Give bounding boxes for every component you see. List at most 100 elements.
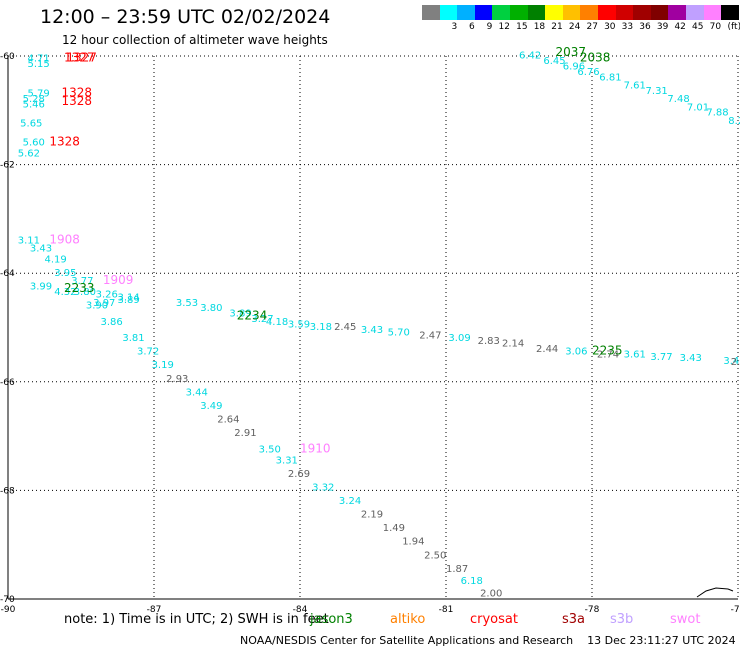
pass-time-label: 2233 — [64, 281, 95, 295]
pass-time-label: 2038 — [580, 50, 611, 64]
wave-height-value: 3.53 — [176, 298, 198, 309]
x-tick-label: -90 — [1, 605, 16, 615]
legend-swatch — [422, 5, 440, 20]
wave-height-value: 3.49 — [200, 401, 222, 412]
y-tick-label: -64 — [0, 269, 15, 279]
satellite-jason3: jason3 — [310, 612, 353, 627]
wave-height-value: 4.19 — [45, 254, 67, 265]
pass-time-label: 1328 — [62, 86, 93, 100]
wave-height-value: 2.50 — [424, 550, 446, 561]
wave-height-value: 7.48 — [667, 94, 689, 105]
wave-height-value: 1.49 — [383, 523, 405, 534]
legend-label: 12 — [498, 22, 510, 32]
legend-label: 9 — [486, 22, 493, 32]
wave-height-value: 6.81 — [599, 72, 621, 83]
legend-label: 33 — [621, 22, 634, 32]
wave-height-value: 8.25 — [728, 116, 740, 127]
pass-time-label: 2037 — [556, 45, 587, 59]
wave-height-value: 6.45 — [543, 56, 565, 67]
satellite-cryosat: cryosat — [470, 612, 518, 627]
pass-time-label: 2234 — [237, 308, 268, 322]
wave-height-value: 3.80 — [200, 303, 222, 314]
wave-height-value: 5.46 — [23, 100, 45, 111]
pass-time-label: 1910 — [300, 441, 331, 455]
wave-height-value: 2.47 — [419, 330, 441, 341]
data-points: 4.715.155.795.285.465.655.605.623.113.43… — [18, 51, 740, 600]
wave-height-value: 5.79 — [27, 89, 49, 100]
chart-title: 12:00 – 23:59 UTC 02/02/2024 — [40, 6, 331, 28]
x-tick-label: -84 — [293, 605, 308, 615]
wave-height-value: 6.18 — [461, 576, 483, 587]
wave-height-value: 3.81 — [122, 333, 144, 344]
wave-height-value: 3.86 — [100, 317, 122, 328]
legend-label: 42 — [674, 22, 686, 32]
wave-height-value: 2.83 — [478, 336, 500, 347]
legend-swatch — [439, 5, 458, 20]
wave-height-value: 2.93 — [166, 374, 188, 385]
wave-height-value: 7.01 — [687, 102, 709, 113]
legend-swatch — [685, 5, 704, 20]
legend-swatch — [580, 5, 598, 20]
wave-height-value: 3.59 — [288, 320, 310, 331]
wave-height-value: 2.64 — [217, 415, 239, 426]
pass-time-label: 1327 — [64, 50, 95, 64]
color-legend-bar — [422, 5, 739, 20]
legend-swatch — [703, 5, 722, 20]
wave-height-value: 5.70 — [388, 328, 410, 339]
wave-height-value: 3.77 — [71, 276, 93, 287]
wave-height-value: 3.99 — [30, 281, 52, 292]
wave-height-value: 3.72 — [137, 347, 159, 358]
wave-height-value: 3.09 — [448, 333, 470, 344]
legend-label: 24 — [568, 22, 581, 32]
wave-height-value: 1.94 — [402, 537, 424, 548]
wave-height-value: 2.74 — [597, 349, 619, 360]
wave-height-value: 5.15 — [27, 59, 49, 70]
legend-label: 45 — [692, 22, 704, 32]
wave-height-value: 3.50 — [259, 444, 281, 455]
legend-swatch — [721, 5, 739, 20]
wave-height-value: 3.89 — [118, 295, 140, 306]
wave-height-value: 3.61 — [624, 349, 646, 360]
wave-height-value: 3.77 — [650, 352, 672, 363]
wave-height-value: 4.18 — [266, 317, 288, 328]
legend-label: 30 — [604, 22, 616, 32]
wave-height-value: 2.14 — [502, 339, 524, 350]
wave-height-value: 3.06 — [565, 347, 587, 358]
credit-line: NOAA/NESDIS Center for Satellite Applica… — [240, 634, 736, 647]
color-legend-labels: 3 6 9 12 15 18 21 24 27 30 33 36 39 42 45 70 (ft) — [422, 22, 740, 34]
pass-time-label: 1908 — [49, 232, 80, 246]
chart-subtitle: 12 hour collection of altimeter wave hei… — [62, 33, 328, 47]
wave-height-value: 3.90 — [86, 300, 108, 311]
legend-swatch — [633, 5, 651, 20]
footer-note: note: 1) Time is in UTC; 2) SWH is in fe… — [64, 612, 329, 627]
plot-frame — [7, 56, 738, 600]
satellite-altiko: altiko — [390, 612, 426, 627]
y-tick-label: -68 — [0, 486, 15, 496]
wave-height-value: 4.71 — [27, 53, 49, 64]
wave-height-value: 4.32 — [54, 287, 76, 298]
wave-height-value: 5.62 — [18, 148, 40, 159]
legend-swatch — [527, 5, 546, 20]
wave-height-value: 6.76 — [577, 67, 599, 78]
wave-height-value: 7.61 — [624, 81, 646, 92]
legend-swatch — [474, 5, 493, 20]
wave-height-value: 3.26 — [96, 290, 118, 301]
wave-height-value: 3.43 — [30, 243, 52, 254]
satellite-s3b: s3b — [610, 612, 634, 627]
satellite-s3a: s3a — [562, 612, 586, 627]
satellite-swot: swot — [670, 612, 701, 627]
wave-height-value: 2.91 — [234, 428, 256, 439]
y-tick-label: -62 — [0, 161, 15, 171]
wave-height-value: 6.42 — [519, 51, 541, 62]
wave-height-value: 3.89 — [229, 309, 251, 320]
x-tick-label: -87 — [147, 605, 162, 615]
wave-height-value: 3.40 — [723, 356, 740, 367]
y-tick-label: -60 — [0, 52, 15, 62]
wave-height-value: 2.44 — [536, 344, 558, 355]
wave-height-value: 3.44 — [186, 387, 208, 398]
wave-height-value: 5.28 — [23, 94, 45, 105]
x-tick-label: -75 — [731, 605, 740, 615]
legend-swatch — [668, 5, 686, 20]
wave-height-value: 5.65 — [20, 119, 42, 130]
